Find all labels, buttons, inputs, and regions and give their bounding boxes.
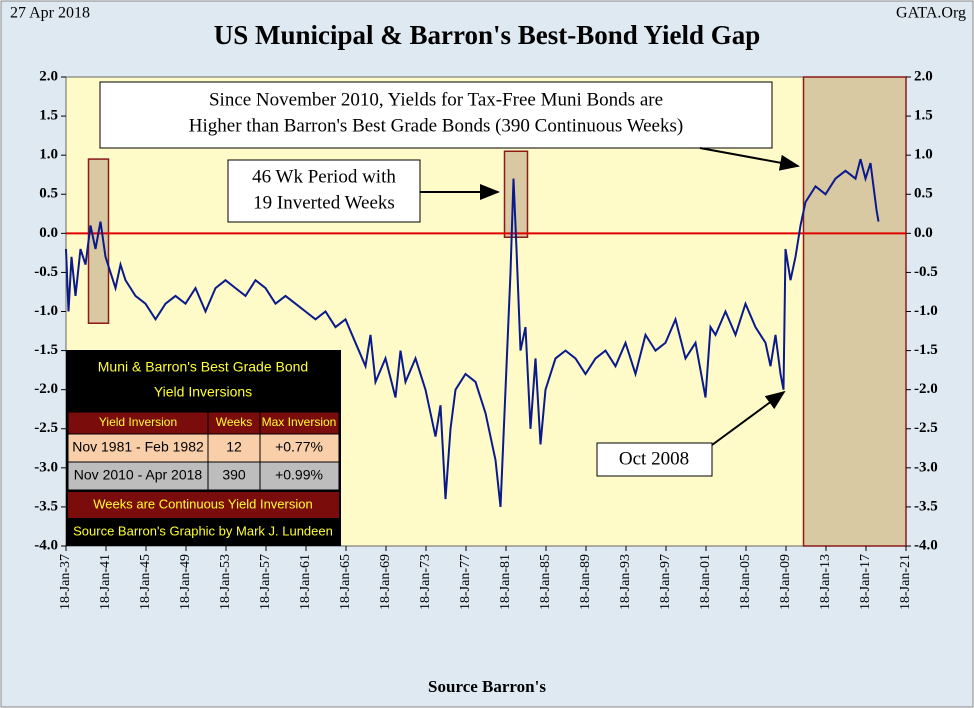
y-tick-label: -3.0 (34, 459, 58, 475)
y-tick-label: 0.0 (39, 225, 58, 241)
shaded-period (87, 158, 110, 324)
cell-text: 12 (226, 439, 242, 455)
cell (67, 461, 209, 491)
x-tick-label: 18-Jan-05 (738, 554, 753, 610)
annotation: Oct 2008 (619, 448, 689, 469)
shaded-period (802, 76, 907, 547)
x-axis-label: Source Barron's (428, 677, 546, 696)
cell (67, 433, 209, 463)
y2-tick-label: 0.5 (914, 186, 933, 202)
arrow (711, 390, 786, 446)
x-tick-label: 18-Jan-93 (618, 554, 633, 610)
cell-text: Nov 1981 - Feb 1982 (72, 439, 204, 455)
y-tick-label: 1.0 (39, 147, 58, 163)
x-tick-label: 18-Jan-85 (538, 554, 553, 610)
x-tick-label: 18-Jan-17 (858, 554, 873, 610)
header-text: Weeks (216, 415, 252, 429)
cell-text: +0.99% (275, 467, 323, 483)
inversion-table: Muni & Barron's Best Grade Bond Yield In… (66, 350, 341, 546)
y2-tick-label: 1.5 (914, 108, 933, 124)
y-tick-label: -2.5 (34, 420, 58, 436)
cell (259, 461, 340, 491)
x-tick-label: 18-Jan-89 (578, 554, 593, 610)
x-tick-label: 18-Jan-77 (458, 554, 473, 610)
y2-tick-label: -2.5 (914, 420, 938, 436)
x-tick-label: 18-Jan-97 (658, 554, 673, 610)
y2-tick-label: -3.0 (914, 459, 938, 475)
y-tick-label: 1.5 (39, 108, 58, 124)
y2-tick-label: -2.0 (914, 381, 938, 397)
footer-text: Source Barron's Graphic by Mark J. Lunde… (73, 523, 333, 538)
y2-tick-label: 0.0 (914, 225, 933, 241)
y-tick-label: 2.0 (39, 68, 58, 84)
header-text: Yield Inversion (99, 415, 177, 429)
x-tick-label: 18-Jan-81 (498, 554, 513, 610)
x-tick-label: 18-Jan-65 (338, 554, 353, 610)
x-tick-label: 18-Jan-13 (818, 554, 833, 610)
data-line (65, 158, 880, 508)
x-tick-label: 18-Jan-69 (378, 554, 393, 610)
x-tick-label: 18-Jan-61 (298, 554, 313, 610)
y-tick-label: -2.0 (34, 381, 58, 397)
x-tick-label: 18-Jan-21 (898, 554, 913, 610)
annotation: Higher than Barron's Best Grade Bonds (3… (189, 115, 683, 136)
annotation-box (596, 442, 713, 477)
annotation-box (99, 81, 773, 149)
y2-tick-label: 2.0 (914, 68, 933, 84)
y-tick-label: -1.5 (34, 342, 58, 358)
y2-tick-label: -1.5 (914, 342, 938, 358)
y-tick-label: -4.0 (34, 537, 58, 553)
annotation: Since November 2010, Yields for Tax-Free… (209, 89, 663, 110)
x-tick-label: 18-Jan-53 (218, 554, 233, 610)
y2-tick-label: -4.0 (914, 537, 938, 553)
y2-tick-label: -3.5 (914, 498, 938, 514)
y-tick-label: -0.5 (34, 264, 58, 280)
x-tick-label: 18-Jan-41 (98, 554, 113, 610)
annotation: 46 Wk Period with (252, 166, 396, 187)
date-label: 27 Apr 2018 (10, 5, 90, 22)
cell (207, 461, 261, 491)
y2-tick-label: -0.5 (914, 264, 938, 280)
annotation: 19 Inverted Weeks (253, 192, 395, 213)
cell-text: 390 (222, 467, 246, 483)
cell-text: Nov 2010 - Apr 2018 (74, 467, 203, 483)
footer-text: Weeks are Continuous Yield Inversion (93, 496, 312, 511)
x-tick-label: 18-Jan-49 (178, 554, 193, 610)
y-tick-label: 0.5 (39, 186, 58, 202)
x-tick-label: 18-Jan-01 (698, 554, 713, 610)
table-title: Yield Inversions (154, 384, 252, 400)
cell-text: +0.77% (275, 439, 323, 455)
x-tick-label: 18-Jan-09 (778, 554, 793, 610)
chart-title: US Municipal & Barron's Best-Bond Yield … (214, 20, 761, 50)
y2-tick-label: -1.0 (914, 303, 938, 319)
y-tick-label: -3.5 (34, 498, 58, 514)
cell (259, 433, 340, 463)
annotation-box (227, 159, 421, 223)
x-tick-label: 18-Jan-57 (258, 554, 273, 610)
x-tick-label: 18-Jan-37 (58, 554, 73, 610)
x-tick-label: 18-Jan-45 (138, 554, 153, 610)
table-title: Muni & Barron's Best Grade Bond (98, 359, 308, 375)
x-tick-label: 18-Jan-73 (418, 554, 433, 610)
source-site: GATA.Org (896, 5, 966, 22)
header-text: Max Inversion (262, 415, 337, 429)
arrow (699, 147, 800, 171)
y-tick-label: -1.0 (34, 303, 58, 319)
y2-tick-label: 1.0 (914, 147, 933, 163)
footer-cell (68, 492, 339, 518)
